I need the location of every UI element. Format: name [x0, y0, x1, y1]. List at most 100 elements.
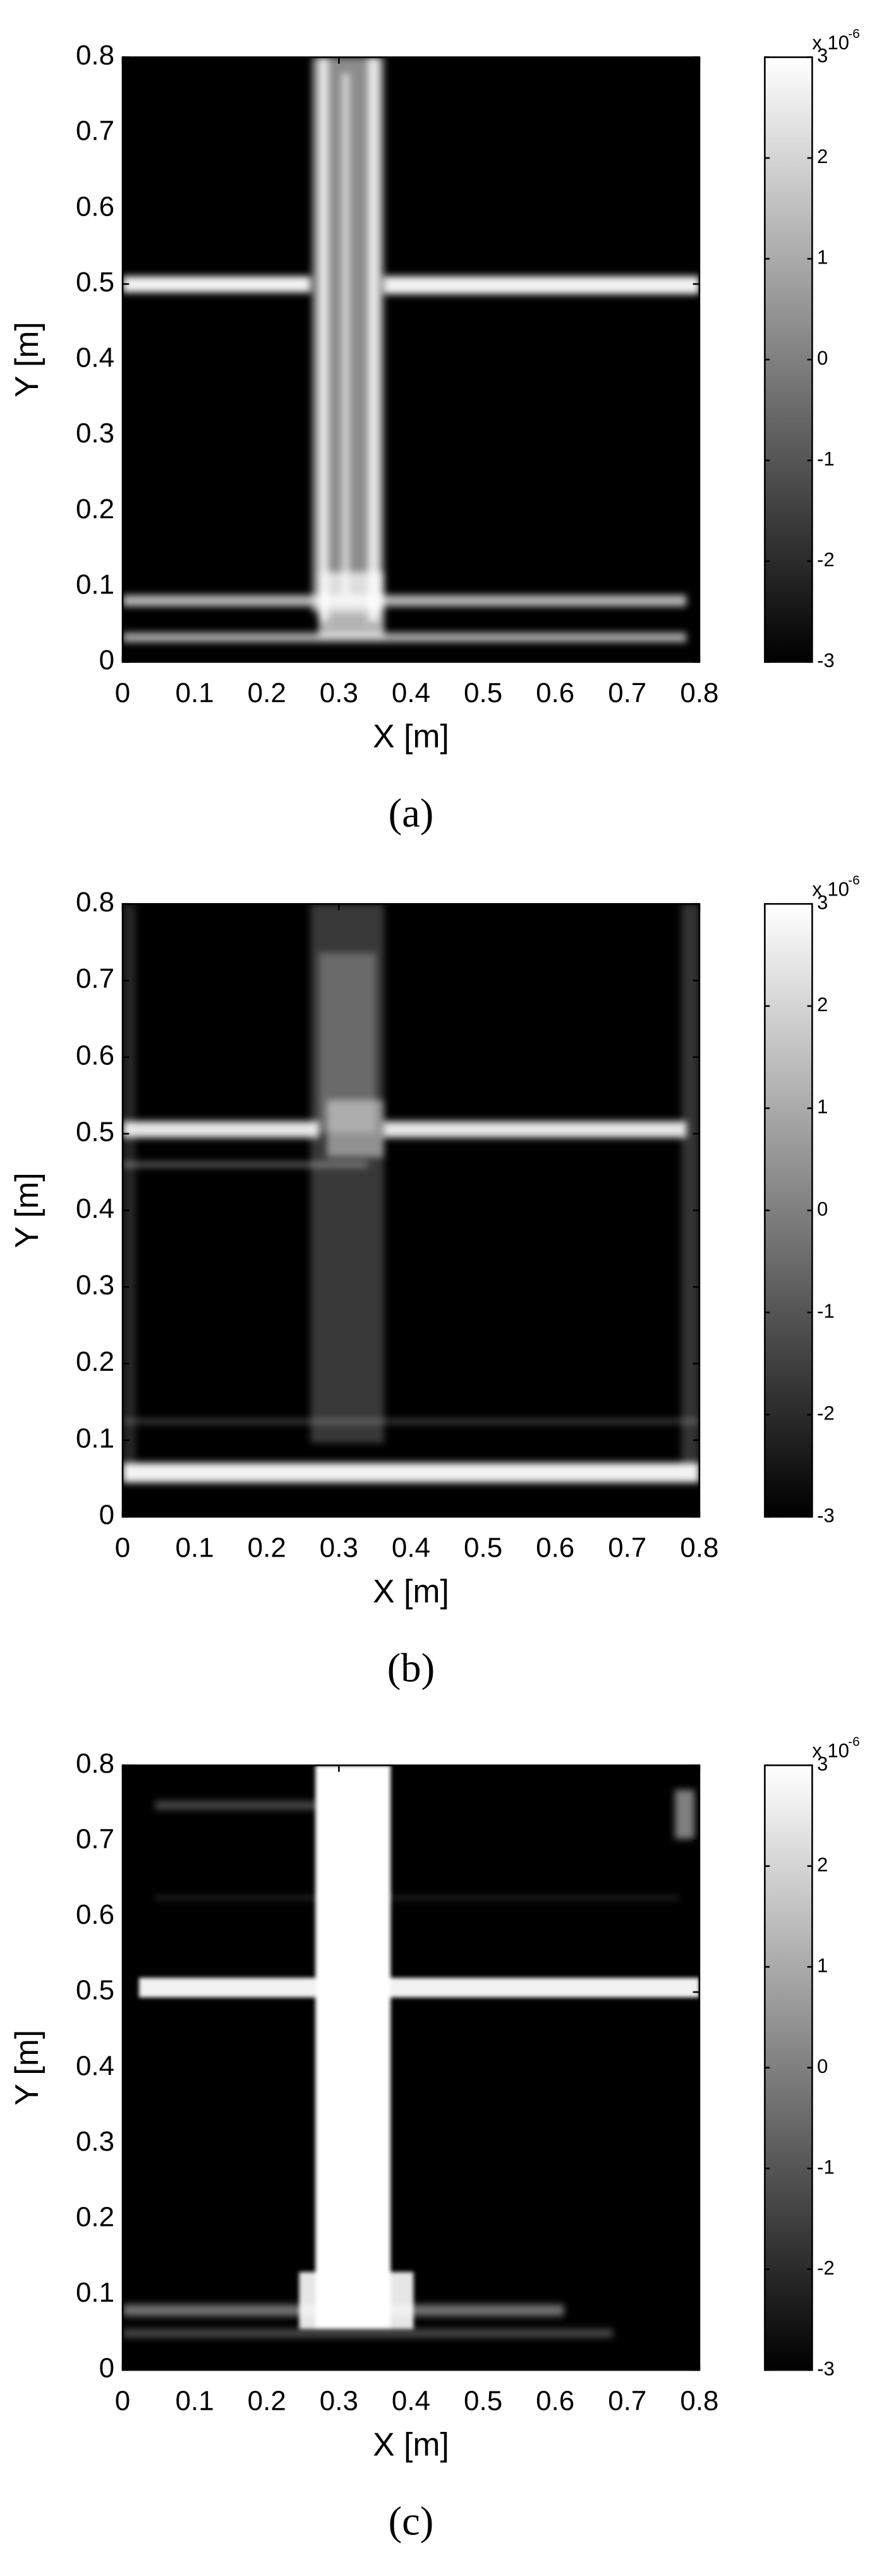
heatmap-image: [123, 57, 699, 662]
colorbar: [764, 902, 813, 1518]
y-tick-label: 0.5: [76, 1975, 114, 2006]
colorbar-tick-label: 3: [817, 891, 828, 913]
x-tick-label: 0.8: [680, 1532, 718, 1563]
y-tick-label: 0.4: [76, 343, 114, 374]
x-tick-label: 0.2: [248, 1532, 286, 1563]
colorbar-tick-label: -3: [817, 1504, 835, 1526]
x-tick-label: 0.2: [248, 677, 286, 708]
y-tick-label: 0.1: [76, 569, 114, 600]
colorbar-tick-label: 2: [817, 145, 828, 167]
y-tick-label: 0.7: [76, 963, 114, 994]
colorbar-scale: x 10: [812, 878, 849, 901]
colorbar-tick-label: -3: [817, 650, 835, 672]
colorbar: [764, 56, 813, 663]
y-tick-label: 0.5: [76, 1117, 114, 1148]
x-tick-label: 0.3: [320, 2385, 358, 2416]
caption: (c): [389, 2498, 434, 2544]
x-tick-label: 0: [115, 2385, 130, 2416]
y-tick-label: 0: [99, 645, 114, 676]
colorbar-tick-label: 0: [817, 2055, 828, 2077]
heatmap-image: [123, 1765, 699, 2371]
y-tick-label: 0.6: [76, 191, 114, 222]
y-tick-label: 0: [99, 2353, 114, 2384]
colorbar-tick-label: 1: [817, 246, 828, 269]
colorbar-tick-label: -3: [817, 2357, 835, 2379]
y-axis-label: Y [m]: [8, 322, 45, 398]
x-tick-label: 0.7: [608, 1532, 646, 1563]
panel: 0 0.1 0.2 0.3 0.4 0.5 0.6 0.7 0.8 0 0.1 0.2 0.3 0.4 0.…: [8, 27, 859, 836]
colorbar-exponent: -6: [848, 1734, 859, 1749]
x-tick-label: 0.3: [320, 1532, 358, 1563]
x-axis-label: X [m]: [373, 718, 449, 755]
x-tick-label: 0.8: [680, 2385, 718, 2416]
x-tick-label: 0.1: [176, 2385, 214, 2416]
y-tick-label: 0.6: [76, 1040, 114, 1071]
x-tick-label: 0.7: [608, 2385, 646, 2416]
colorbar-tick-label: 0: [817, 1198, 828, 1220]
x-tick-label: 0.6: [536, 677, 574, 708]
y-tick-label: 0.4: [76, 2050, 114, 2081]
colorbar-tick-label: 2: [817, 1854, 828, 1876]
x-axis-label: X [m]: [373, 2426, 449, 2462]
y-tick-label: 0.3: [76, 1270, 114, 1301]
x-tick-label: 0.5: [464, 677, 502, 708]
y-tick-label: 0.7: [76, 116, 114, 147]
colorbar-exponent: -6: [848, 27, 859, 41]
y-tick-label: 0.2: [76, 1346, 114, 1377]
panel: 0 0.1 0.2 0.3 0.4 0.5 0.6 0.7 0.8 0 0.1 0.2 0.3 0.4 0.…: [8, 873, 859, 1691]
y-tick-label: 0.2: [76, 2202, 114, 2233]
caption: (a): [389, 790, 434, 836]
colorbar-exponent: -6: [848, 873, 859, 887]
heatmap-image: [123, 904, 699, 1517]
x-tick-label: 0.3: [320, 677, 358, 708]
x-tick-label: 0.6: [536, 2385, 574, 2416]
x-tick-label: 0.7: [608, 677, 646, 708]
colorbar-scale: x 10: [812, 32, 849, 54]
colorbar-tick-label: -2: [817, 549, 835, 571]
y-tick-label: 0.3: [76, 418, 114, 449]
x-axis-label: X [m]: [373, 1572, 449, 1609]
y-axis-label: Y [m]: [8, 1172, 45, 1248]
colorbar-tick-label: 1: [817, 1954, 828, 1976]
y-tick-label: 0.4: [76, 1193, 114, 1224]
x-tick-label: 0.4: [392, 677, 430, 708]
y-tick-label: 0.1: [76, 2277, 114, 2308]
caption: (b): [387, 1645, 435, 1691]
colorbar-tick-label: -1: [817, 448, 835, 470]
colorbar-tick-label: 2: [817, 993, 828, 1016]
x-tick-label: 0: [115, 1532, 130, 1563]
colorbar-tick-label: 3: [817, 1753, 828, 1775]
y-tick-label: 0.8: [76, 40, 114, 71]
x-tick-label: 0.5: [464, 2385, 502, 2416]
x-tick-label: 0.5: [464, 1532, 502, 1563]
y-tick-label: 0.8: [76, 1748, 114, 1779]
panel: 0 0.1 0.2 0.3 0.4 0.5 0.6 0.7 0.8 0 0.1 0.2 0.3 0.4 0.…: [8, 1734, 859, 2544]
y-tick-label: 0.1: [76, 1423, 114, 1454]
colorbar-tick-label: -1: [817, 2156, 835, 2178]
y-tick-label: 0: [99, 1500, 114, 1531]
y-tick-label: 0.6: [76, 1899, 114, 1930]
y-tick-label: 0.7: [76, 1823, 114, 1854]
colorbar: [764, 1764, 813, 2371]
x-tick-label: 0.4: [392, 2385, 430, 2416]
colorbar-tick-label: 0: [817, 347, 828, 369]
x-tick-label: 0.4: [392, 1532, 430, 1563]
y-tick-label: 0.8: [76, 887, 114, 918]
colorbar-tick-label: 1: [817, 1096, 828, 1118]
colorbar-tick-label: -2: [817, 2257, 835, 2279]
x-tick-label: 0.6: [536, 1532, 574, 1563]
colorbar-tick-label: -1: [817, 1300, 835, 1322]
colorbar-scale: x 10: [812, 1740, 849, 1762]
x-tick-label: 0.1: [176, 1532, 214, 1563]
x-tick-label: 0.1: [176, 677, 214, 708]
colorbar-tick-label: 3: [817, 45, 828, 67]
y-tick-label: 0.5: [76, 267, 114, 298]
x-tick-label: 0.8: [680, 677, 718, 708]
colorbar-tick-label: -2: [817, 1402, 835, 1425]
y-axis-label: Y [m]: [8, 2030, 45, 2106]
y-tick-label: 0.2: [76, 494, 114, 525]
y-tick-label: 0.3: [76, 2126, 114, 2157]
x-tick-label: 0: [115, 677, 130, 708]
